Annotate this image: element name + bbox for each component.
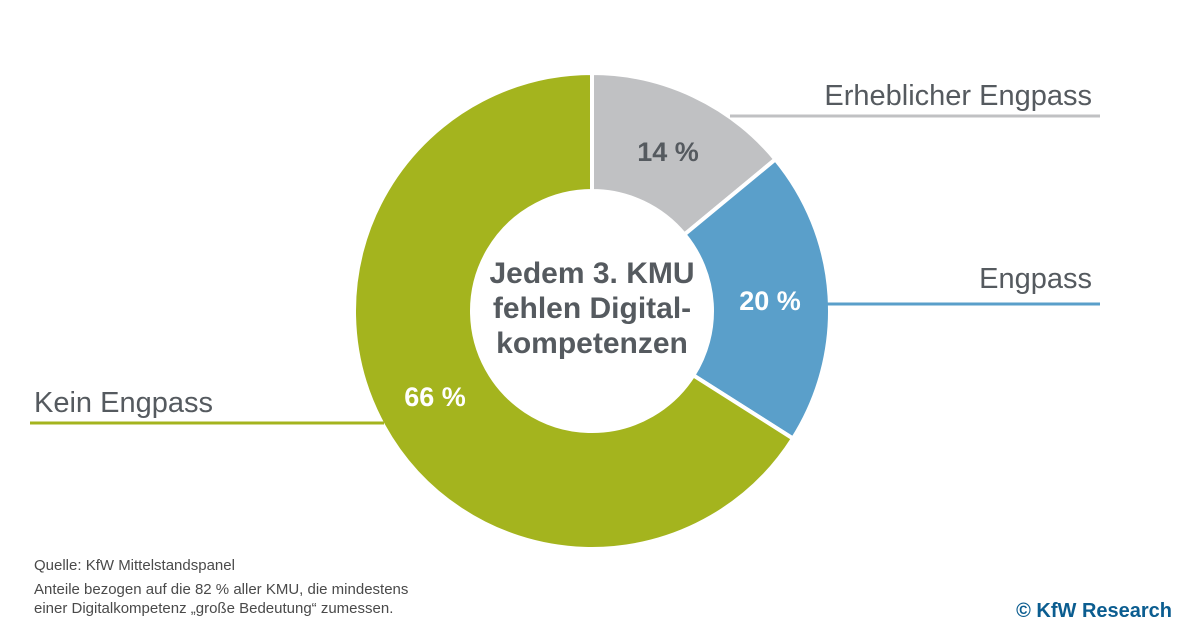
- donut-slice-erheblicher-engpass: [590, 70, 779, 238]
- slice-value-label-engpass: 20 %: [739, 286, 801, 316]
- center-title-line-1: Jedem 3. KMU: [489, 257, 694, 290]
- legend-label-kein-engpass: Kein Engpass: [34, 387, 213, 419]
- footnote-line-2: einer Digitalkompetenz „große Bedeutung“…: [34, 600, 394, 617]
- center-title-line-3: kompetenzen: [496, 327, 688, 360]
- legend-label-engpass: Engpass: [979, 263, 1092, 295]
- donut-slice-kein-engpass: [352, 70, 796, 551]
- slice-value-label-erheblicher-engpass: 14 %: [637, 137, 699, 167]
- donut-slice-engpass: [681, 156, 832, 442]
- footnote-line-1: Anteile bezogen auf die 82 % aller KMU, …: [34, 581, 409, 598]
- legend-label-erheblicher-engpass: Erheblicher Engpass: [824, 80, 1092, 112]
- center-title-line-2: fehlen Digital-: [493, 292, 691, 325]
- brand-credit: © KfW Research: [1016, 600, 1172, 622]
- footnote: Anteile bezogen auf die 82 % aller KMU, …: [34, 580, 454, 618]
- slice-value-label-kein-engpass: 66 %: [404, 382, 466, 412]
- source-note: Quelle: KfW Mittelstandspanel: [34, 557, 235, 574]
